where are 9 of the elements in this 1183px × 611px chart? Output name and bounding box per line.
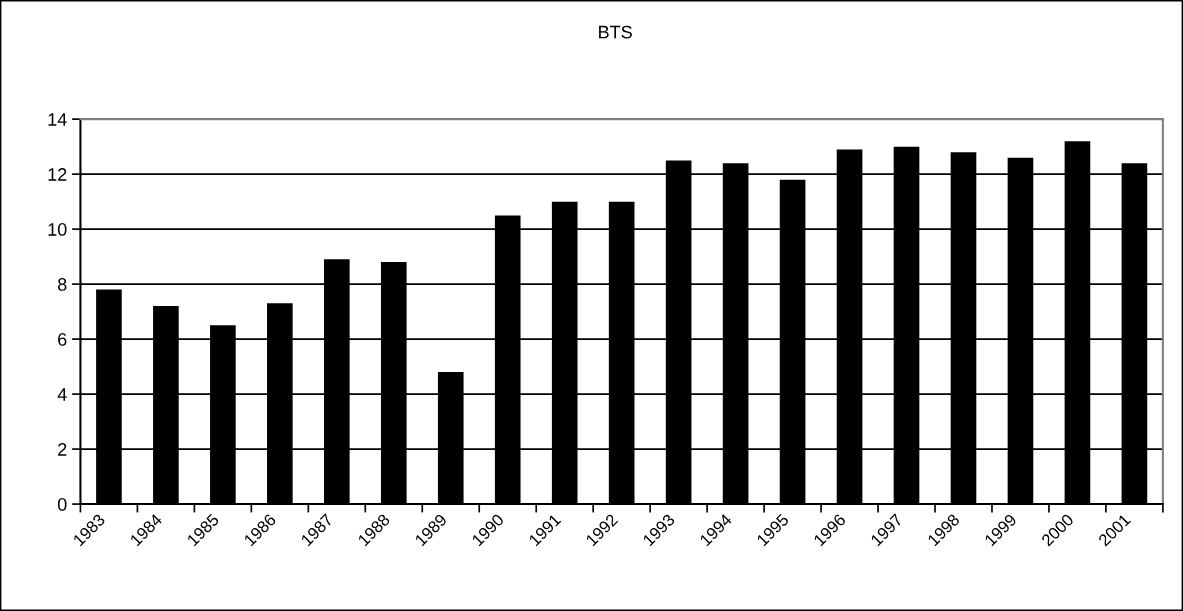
chart-title: BTS [599,25,632,39]
y-tick-label: 2 [58,443,67,456]
y-tick-label: 14 [48,113,67,126]
y-tick-label: 4 [57,388,67,401]
y-tick-label: 12 [48,168,67,181]
y-tick-label: 8 [57,278,67,291]
y-tick-label: 10 [48,223,67,236]
y-tick-label: 6 [58,333,67,346]
y-tick-label: 0 [57,498,67,511]
